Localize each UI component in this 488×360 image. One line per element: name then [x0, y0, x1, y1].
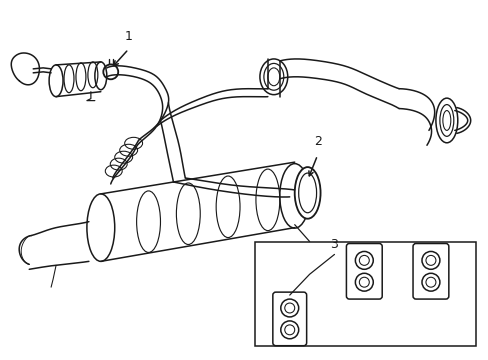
Circle shape: [359, 277, 368, 287]
Circle shape: [280, 321, 298, 339]
Bar: [254, 242, 475, 346]
Ellipse shape: [435, 98, 457, 143]
Circle shape: [425, 255, 435, 265]
Circle shape: [421, 273, 439, 291]
Ellipse shape: [260, 59, 287, 95]
Circle shape: [355, 273, 372, 291]
Text: 1: 1: [124, 30, 132, 43]
Circle shape: [280, 299, 298, 317]
Ellipse shape: [294, 167, 320, 219]
Circle shape: [425, 277, 435, 287]
Circle shape: [284, 303, 294, 313]
Circle shape: [421, 251, 439, 269]
Ellipse shape: [95, 62, 106, 90]
Circle shape: [284, 325, 294, 335]
Circle shape: [359, 255, 368, 265]
Circle shape: [355, 251, 372, 269]
Ellipse shape: [279, 164, 309, 228]
Text: 3: 3: [330, 238, 338, 251]
Ellipse shape: [49, 65, 63, 96]
Text: 2: 2: [313, 135, 321, 148]
Ellipse shape: [87, 194, 115, 261]
